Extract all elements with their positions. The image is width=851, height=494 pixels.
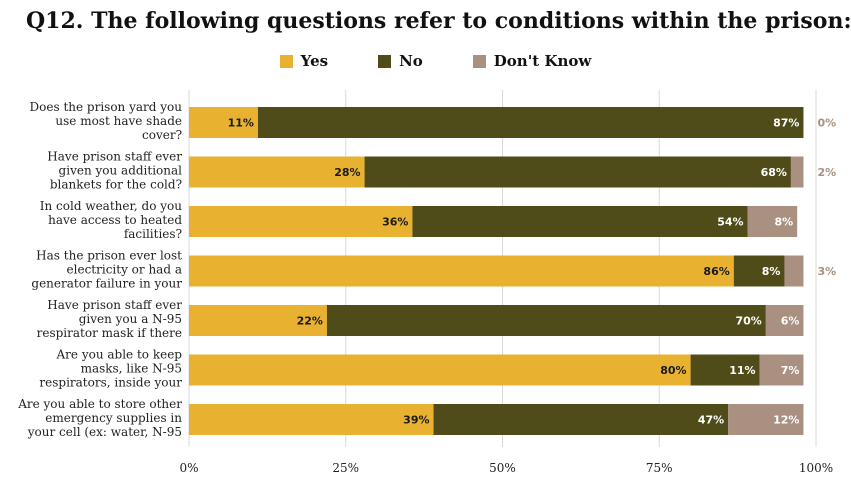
bar-no-5 [326, 305, 766, 336]
value-label-don-t-know-4: 3% [817, 265, 836, 278]
x-tick-label-25: 25% [332, 461, 359, 475]
category-label-line: have access to heated [48, 213, 182, 227]
value-label-don-t-know-3: 8% [775, 216, 794, 229]
x-tick-label-50: 50% [489, 461, 516, 475]
legend-label-no: No [399, 52, 423, 70]
bar-no-4 [733, 255, 785, 287]
category-label-line: respirators, inside your [39, 376, 182, 390]
value-label-don-t-know-5: 6% [781, 315, 800, 328]
value-label-no-3: 54% [717, 216, 743, 229]
category-label-line: your cell (ex: water, N-95 [27, 425, 182, 439]
category-label-line: cover? [142, 128, 182, 142]
bar-no-2 [364, 156, 791, 188]
category-label-line: Has the prison ever lost [36, 249, 182, 263]
legend: Yes No Don't Know [0, 52, 851, 70]
value-label-don-t-know-6: 7% [781, 364, 800, 377]
category-label-3: In cold weather, do you have access to he… [40, 199, 183, 241]
category-label-line: facilities? [124, 227, 182, 241]
legend-swatch-yes [279, 54, 293, 68]
category-label-line: Are you able to keep [56, 348, 183, 362]
legend-item-dont-know: Don't Know [472, 52, 592, 70]
category-label-2: Have prison staff ever given you addition… [47, 150, 182, 192]
value-label-don-t-know-2: 2% [817, 166, 836, 179]
category-label-line: Does the prison yard you [30, 100, 183, 114]
bars: 11% 87% 0% 28% 68% 2% 36% 54% 8% 86% 8% 3% 22% 70% 6% 8… [189, 107, 836, 435]
category-label-line: In cold weather, do you [40, 199, 183, 213]
value-label-yes-6: 80% [660, 364, 686, 377]
category-label-line: given you additional [59, 164, 183, 178]
value-label-don-t-know-7: 12% [773, 414, 799, 427]
x-tick-label-75: 75% [646, 461, 673, 475]
bar-yes-2 [189, 156, 365, 188]
value-label-no-4: 8% [762, 265, 781, 278]
bar-don-t-know-4 [784, 255, 804, 287]
bar-don-t-know-2 [790, 156, 804, 188]
value-label-yes-7: 39% [403, 414, 429, 427]
category-label-line: respirator mask if there [37, 326, 182, 340]
value-label-no-1: 87% [773, 117, 799, 130]
bar-yes-5 [189, 305, 327, 336]
bar-don-t-know-5 [765, 305, 804, 336]
value-label-no-7: 47% [698, 414, 724, 427]
legend-swatch-no [378, 54, 392, 68]
bar-no-6 [690, 354, 760, 386]
legend-item-no: No [378, 52, 423, 70]
category-label-7: Are you able to store other emergency sup… [17, 397, 182, 439]
value-label-yes-4: 86% [703, 265, 729, 278]
value-label-yes-2: 28% [334, 166, 360, 179]
category-label-line: generator failure in your [31, 277, 182, 291]
value-label-yes-3: 36% [382, 216, 408, 229]
bar-don-t-know-3 [747, 206, 798, 237]
category-labels: Does the prison yard you use most have sh… [17, 100, 182, 439]
bar-don-t-know-7 [728, 404, 804, 435]
legend-swatch-dont-know [472, 54, 486, 68]
value-label-yes-5: 22% [297, 315, 323, 328]
category-label-4: Has the prison ever lost electricity or h… [31, 249, 182, 291]
legend-label-dont-know: Don't Know [493, 52, 592, 70]
x-tick-label-100: 100% [799, 461, 833, 475]
bar-no-1 [257, 107, 804, 138]
category-label-line: Are you able to store other [17, 397, 182, 411]
value-label-don-t-know-1: 0% [817, 117, 836, 130]
value-label-no-2: 68% [761, 166, 787, 179]
bar-yes-1 [189, 107, 258, 138]
category-label-line: blankets for the cold? [50, 178, 182, 192]
bar-don-t-know-6 [759, 354, 804, 386]
bar-no-7 [433, 404, 729, 435]
x-tick-label-0: 0% [179, 461, 198, 475]
bar-yes-4 [189, 255, 734, 287]
category-label-line: masks, like N-95 [81, 362, 182, 376]
chart-title: Q12. The following questions refer to co… [26, 8, 851, 34]
category-label-5: Have prison staff ever given you a N-95 re… [37, 298, 183, 340]
category-label-line: given you a N-95 [79, 312, 182, 326]
category-label-line: Have prison staff ever [47, 298, 182, 312]
bar-yes-6 [189, 354, 691, 386]
value-label-no-6: 11% [729, 364, 755, 377]
bar-yes-7 [189, 404, 434, 435]
legend-label-yes: Yes [300, 52, 329, 70]
category-label-6: Are you able to keep masks, like N-95 resp… [39, 348, 182, 390]
bar-no-3 [412, 206, 748, 237]
x-axis-ticks: 0% 25% 50% 75% 100% [179, 461, 833, 475]
value-label-yes-1: 11% [228, 117, 254, 130]
category-label-1: Does the prison yard you use most have sh… [30, 100, 183, 142]
category-label-line: emergency supplies in [45, 411, 182, 425]
legend-item-yes: Yes [279, 52, 329, 70]
category-label-line: use most have shade [55, 114, 182, 128]
bar-yes-3 [189, 206, 413, 237]
value-label-no-5: 70% [735, 315, 761, 328]
category-label-line: electricity or had a [67, 263, 182, 277]
category-label-line: Have prison staff ever [47, 150, 182, 164]
